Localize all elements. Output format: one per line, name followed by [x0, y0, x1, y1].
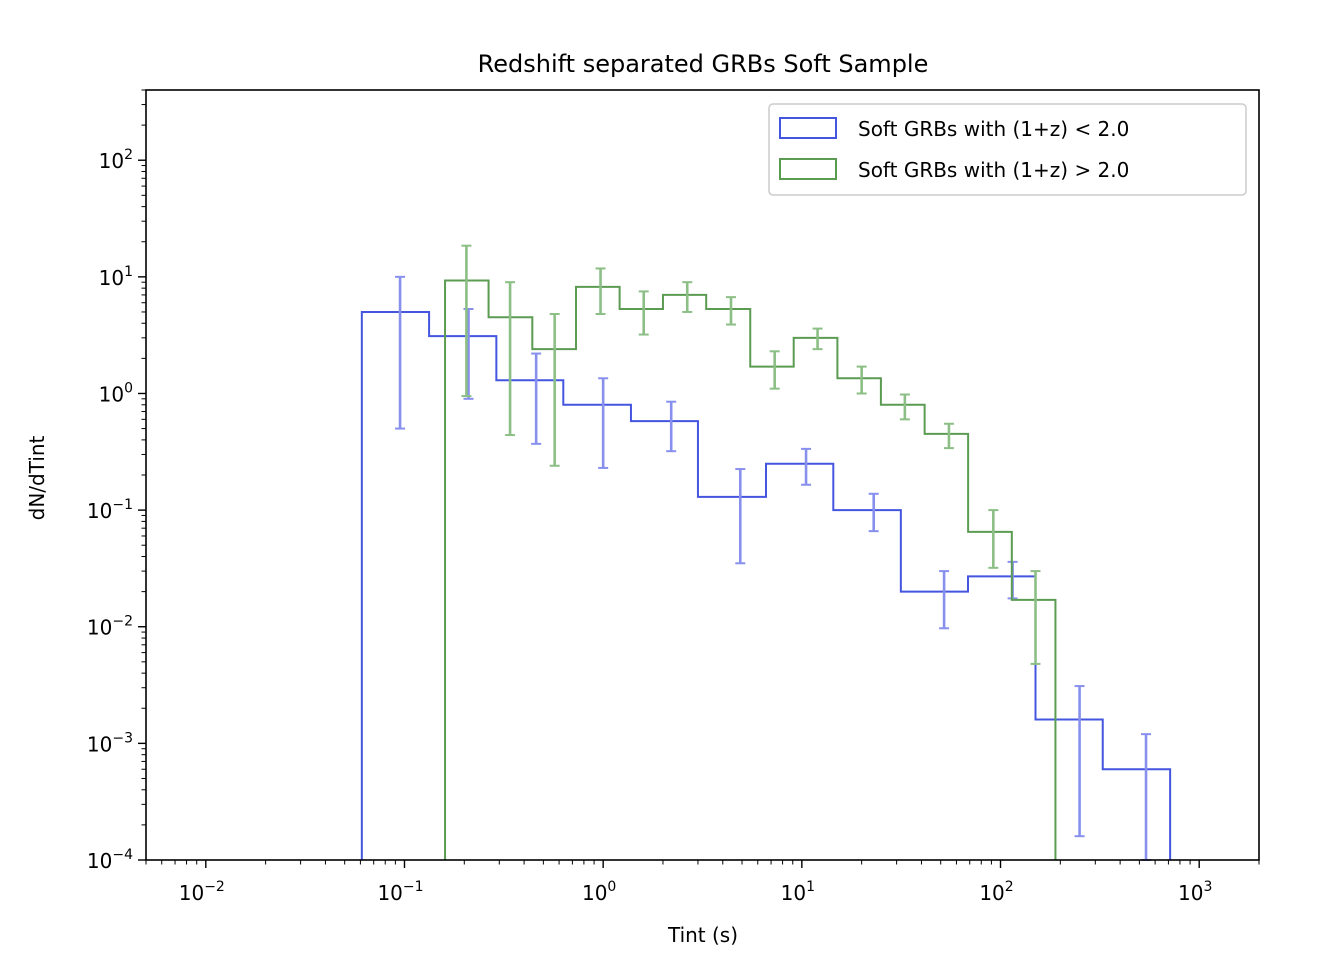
legend-label-high-z: Soft GRBs with (1+z) > 2.0	[858, 158, 1129, 182]
y-axis: 10−4 10−3 10−2 10−1 100 101 102	[87, 89, 146, 873]
error-bar	[939, 570, 950, 630]
x-tick-label: 10−1	[377, 879, 423, 905]
error-bar	[801, 447, 812, 486]
x-tick-label: 10−2	[179, 879, 225, 905]
error-bar	[595, 267, 606, 316]
y-tick-label: 10−1	[87, 497, 133, 523]
legend-label-low-z: Soft GRBs with (1+z) < 2.0	[858, 117, 1129, 141]
y-tick-label: 100	[99, 380, 133, 406]
y-axis-label: dN/dTint	[25, 435, 49, 520]
error-bar	[638, 290, 649, 336]
error-bar	[735, 468, 746, 565]
x-tick-label: 103	[1178, 879, 1212, 905]
error-bar	[549, 313, 560, 467]
series-0	[360, 275, 1172, 861]
legend: Soft GRBs with (1+z) < 2.0 Soft GRBs wit…	[768, 103, 1247, 196]
legend-swatch-high-z	[779, 158, 837, 180]
legend-frame	[768, 103, 1247, 196]
x-tick-label: 102	[979, 879, 1013, 905]
y-tick-label: 10−3	[87, 730, 133, 756]
error-bar	[856, 365, 867, 395]
x-tick-label: 101	[781, 879, 815, 905]
error-bar	[726, 296, 737, 326]
error-bar	[682, 281, 693, 313]
error-bar	[395, 275, 406, 430]
error-bar	[943, 422, 954, 450]
y-tick-label: 10−2	[87, 614, 133, 640]
error-bar	[1030, 570, 1041, 665]
x-axis: 10−2 10−1 100 101 102 103	[145, 860, 1260, 905]
plot-area	[360, 244, 1172, 861]
error-bar	[531, 352, 542, 445]
error-bar	[1074, 685, 1085, 838]
legend-swatch-low-z	[779, 117, 837, 139]
chart-title: Redshift separated GRBs Soft Sample	[478, 50, 929, 78]
histogram-step-1	[444, 279, 1057, 860]
error-bar	[868, 492, 879, 533]
x-axis-label: Tint (s)	[667, 923, 738, 947]
histogram-step-0	[360, 310, 1172, 860]
y-tick-label: 101	[99, 264, 133, 290]
error-bar	[505, 281, 516, 437]
error-bar	[988, 509, 999, 569]
series-1	[444, 244, 1057, 860]
y-tick-label: 10−4	[87, 847, 133, 873]
error-bar	[899, 393, 910, 421]
error-bar	[666, 400, 677, 453]
error-bar	[461, 244, 472, 398]
x-tick-label: 100	[582, 879, 616, 905]
error-bar	[769, 350, 780, 390]
error-bar	[812, 327, 823, 351]
y-tick-label: 102	[99, 147, 133, 173]
error-bar	[598, 377, 609, 469]
